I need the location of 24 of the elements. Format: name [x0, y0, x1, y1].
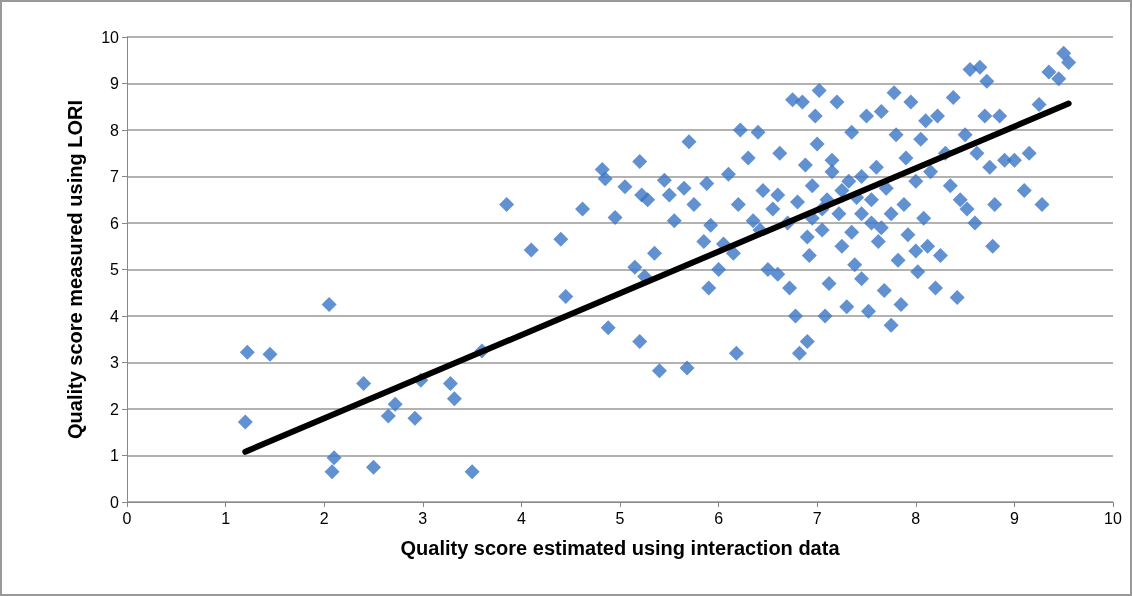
y-tick-label: 9 — [110, 75, 120, 92]
y-tick-label: 3 — [110, 354, 120, 371]
y-tick-label: 6 — [110, 214, 120, 232]
y-tick-label: 2 — [110, 400, 120, 418]
y-tick-label: 7 — [110, 168, 120, 185]
y-tick-label: 1 — [110, 447, 120, 464]
y-axis-title: Quality score measured using LORI — [64, 100, 86, 439]
y-tick-label: 8 — [110, 121, 120, 139]
y-tick-label: 5 — [110, 261, 120, 278]
x-tick-label: 10 — [1104, 509, 1122, 527]
x-tick-label: 9 — [1009, 509, 1019, 527]
x-tick-label: 8 — [911, 509, 921, 527]
x-tick-label: 2 — [319, 509, 329, 527]
x-tick-label: 5 — [615, 509, 625, 527]
x-tick-label: 6 — [714, 509, 724, 527]
x-tick-label: 1 — [221, 509, 231, 527]
x-tick-label: 0 — [122, 509, 132, 527]
x-axis-title: Quality score estimated using interaction data — [400, 537, 841, 559]
x-tick-label: 4 — [516, 509, 526, 527]
y-tick-label: 10 — [101, 28, 120, 46]
y-tick-label: 4 — [110, 307, 120, 325]
y-tick-label: 0 — [110, 493, 120, 511]
x-tick-label: 3 — [418, 509, 428, 527]
x-tick-label: 7 — [812, 509, 822, 527]
